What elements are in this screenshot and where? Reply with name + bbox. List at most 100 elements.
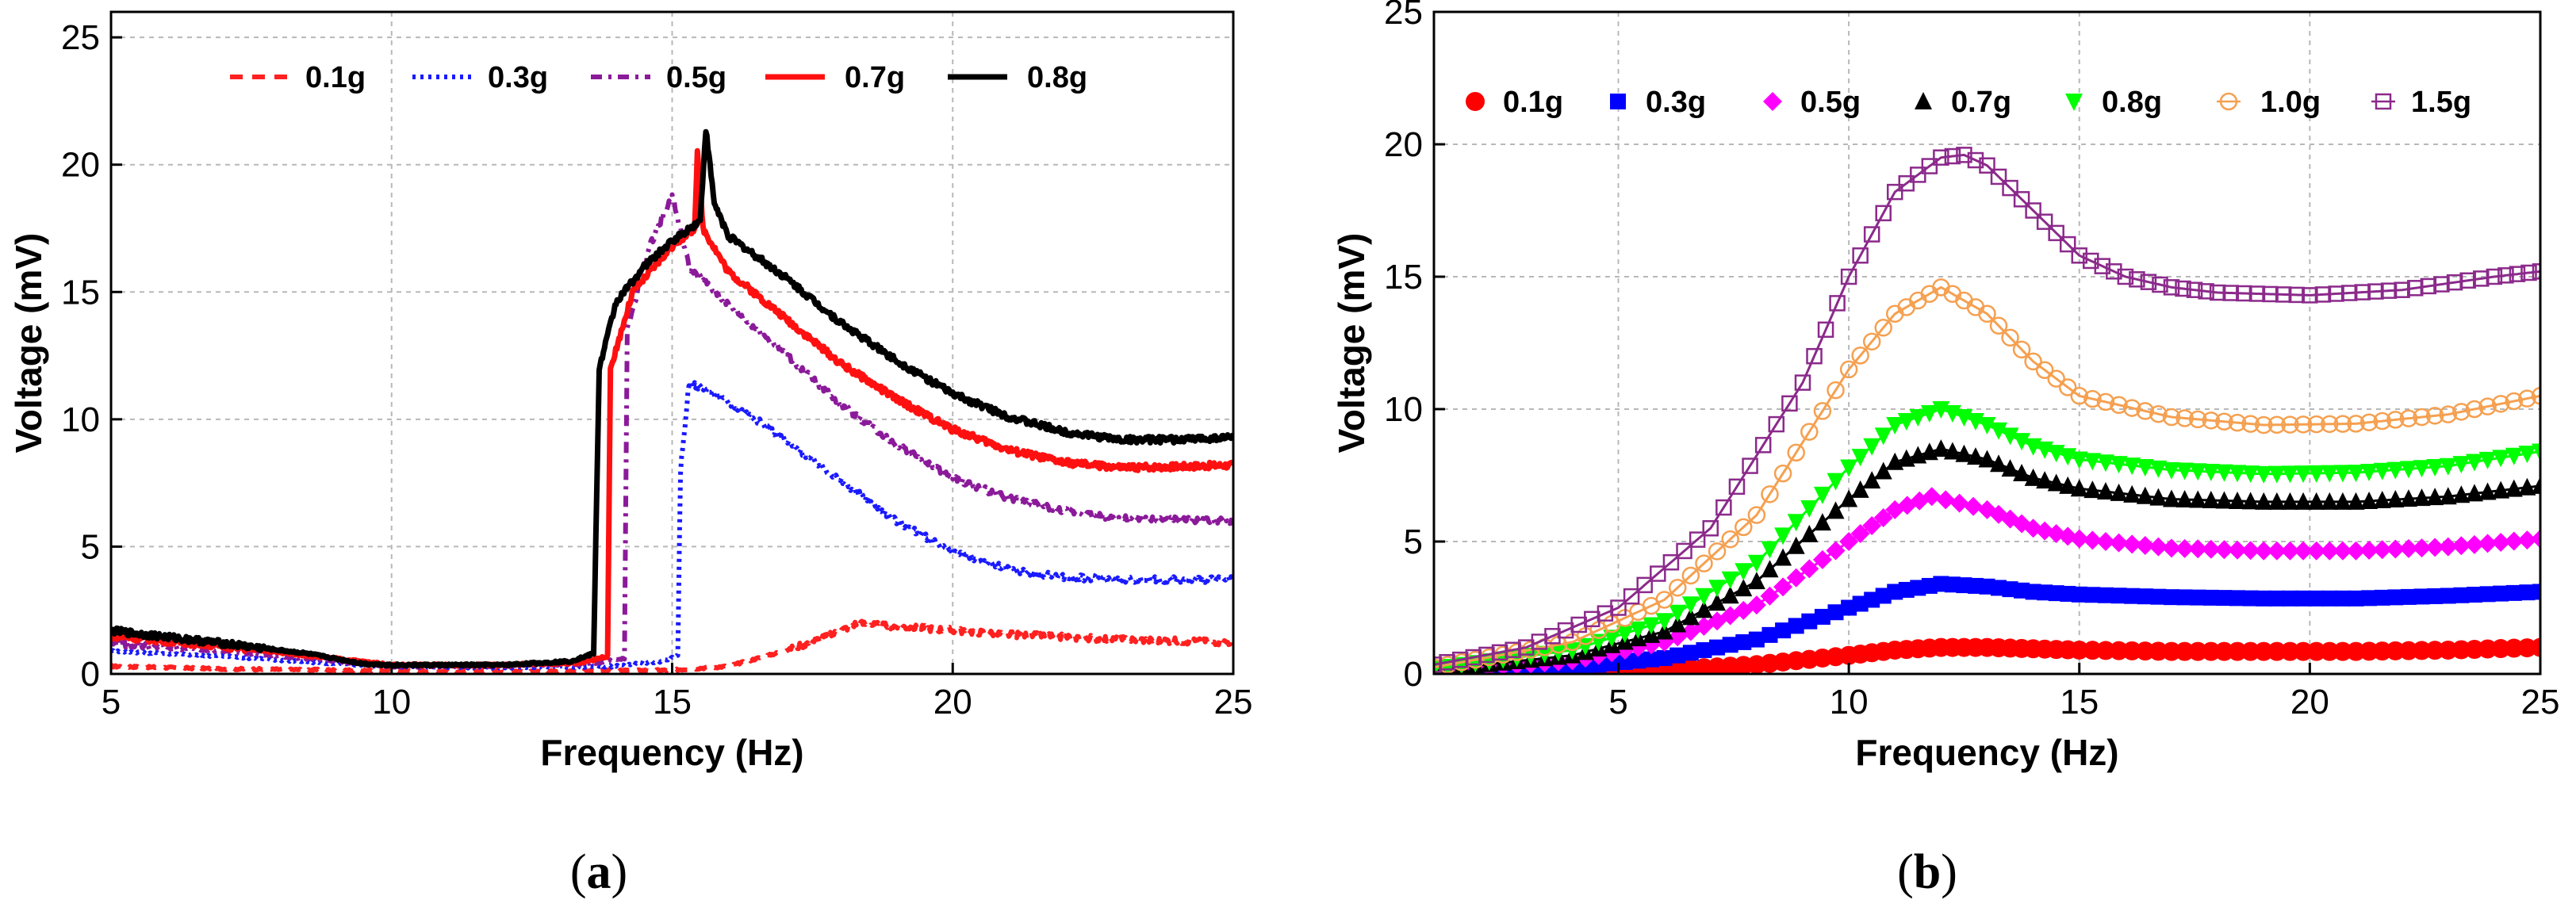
series-markers-0.3g	[1434, 576, 2540, 674]
data-point	[1643, 651, 1660, 668]
data-point	[1787, 514, 1805, 532]
data-point	[1874, 461, 1892, 480]
data-point	[1827, 501, 1845, 519]
data-point	[1669, 614, 1687, 633]
series-line-0.7g	[111, 147, 1233, 669]
data-point	[2047, 473, 2065, 492]
data-point	[2281, 465, 2299, 484]
data-point	[2281, 492, 2299, 510]
data-point	[1747, 572, 1765, 590]
data-point	[1944, 147, 1961, 165]
data-point	[1709, 639, 1726, 656]
y-tick-label: 25	[1384, 0, 1423, 32]
data-point	[2491, 395, 2510, 413]
data-point	[2267, 492, 2286, 510]
data-point	[1636, 576, 1653, 594]
data-point	[2140, 274, 2157, 290]
data-point	[1742, 457, 1758, 474]
data-point	[2186, 281, 2203, 298]
data-point	[2288, 286, 2306, 304]
data-point	[2229, 491, 2247, 509]
data-point	[1964, 496, 1984, 516]
data-point	[2505, 584, 2522, 601]
data-point	[2036, 213, 2053, 230]
data-point	[2215, 464, 2233, 482]
data-point	[1851, 346, 1869, 365]
data-point	[2149, 460, 2168, 478]
data-point	[2399, 461, 2417, 479]
data-point	[1623, 588, 1640, 605]
data-point	[2216, 590, 2233, 607]
legend-label: 0.3g	[488, 61, 548, 94]
data-point	[2083, 389, 2102, 408]
legend-item-0.8g: 0.8g	[2065, 86, 2162, 119]
data-point	[2333, 465, 2352, 483]
data-point	[1897, 413, 1915, 431]
data-point	[1839, 532, 1859, 551]
data-point	[2531, 387, 2540, 405]
data-point	[1589, 633, 1608, 652]
data-point	[2465, 484, 2483, 502]
data-point	[2374, 589, 2390, 606]
data-point	[2095, 532, 2115, 551]
data-point	[2162, 538, 2181, 558]
legend-item-1.5g: 1.5g	[2371, 86, 2471, 119]
data-point	[2109, 641, 2129, 660]
legend-swatch	[1915, 92, 1932, 109]
data-point	[2047, 369, 2065, 388]
x-tick-label: 20	[2290, 683, 2329, 722]
data-point	[1990, 168, 2007, 186]
data-point	[2135, 641, 2155, 661]
data-point	[1761, 485, 1779, 503]
data-point	[2314, 286, 2332, 303]
x-tick-label: 15	[653, 683, 692, 722]
data-point	[2295, 590, 2312, 607]
data-point	[2372, 641, 2392, 661]
data-point	[1955, 444, 1973, 462]
y-tick-label: 5	[1404, 522, 1423, 561]
data-point	[2321, 465, 2339, 483]
data-point	[2307, 492, 2325, 510]
data-point	[2386, 641, 2405, 660]
data-point	[2110, 396, 2128, 415]
legend-label: 0.1g	[305, 61, 366, 94]
data-point	[1681, 607, 1700, 626]
data-point	[1840, 489, 1858, 507]
data-point	[1681, 566, 1700, 585]
data-point	[1886, 417, 1904, 435]
data-point	[2229, 590, 2246, 607]
data-point	[2280, 641, 2300, 661]
data-point	[2188, 539, 2208, 559]
data-point	[1966, 447, 1984, 465]
data-point	[2241, 415, 2260, 433]
data-point	[2136, 402, 2155, 420]
data-point	[2164, 589, 2179, 606]
data-point	[1597, 605, 1614, 622]
data-point	[1922, 487, 1942, 507]
x-tick-label: 5	[1608, 683, 1627, 722]
chart-b: 5 10 15 20 25 0 5 10 15 20 25 Frequency (Hz) Voltage…	[1331, 0, 2559, 899]
data-point	[2354, 284, 2371, 300]
data-point	[1979, 157, 1995, 174]
series-line-0.1g	[111, 618, 1233, 674]
data-point	[2348, 590, 2364, 607]
data-point	[2360, 463, 2379, 481]
data-point	[2478, 397, 2497, 415]
data-point	[2439, 457, 2457, 476]
data-point	[2491, 532, 2511, 552]
data-point	[1936, 490, 1956, 510]
data-point	[2406, 280, 2424, 297]
data-point	[2163, 279, 2180, 296]
data-point	[2175, 538, 2195, 558]
data-point	[1748, 631, 1765, 648]
data-point	[2333, 541, 2352, 561]
data-point	[1434, 656, 1443, 673]
data-point	[2373, 490, 2391, 508]
data-point	[1746, 595, 1766, 615]
data-point	[2340, 285, 2358, 301]
data-point	[2425, 641, 2445, 660]
data-point	[1949, 493, 1969, 513]
data-point	[2013, 433, 2031, 451]
data-point	[2505, 479, 2523, 497]
data-point	[2517, 530, 2537, 550]
